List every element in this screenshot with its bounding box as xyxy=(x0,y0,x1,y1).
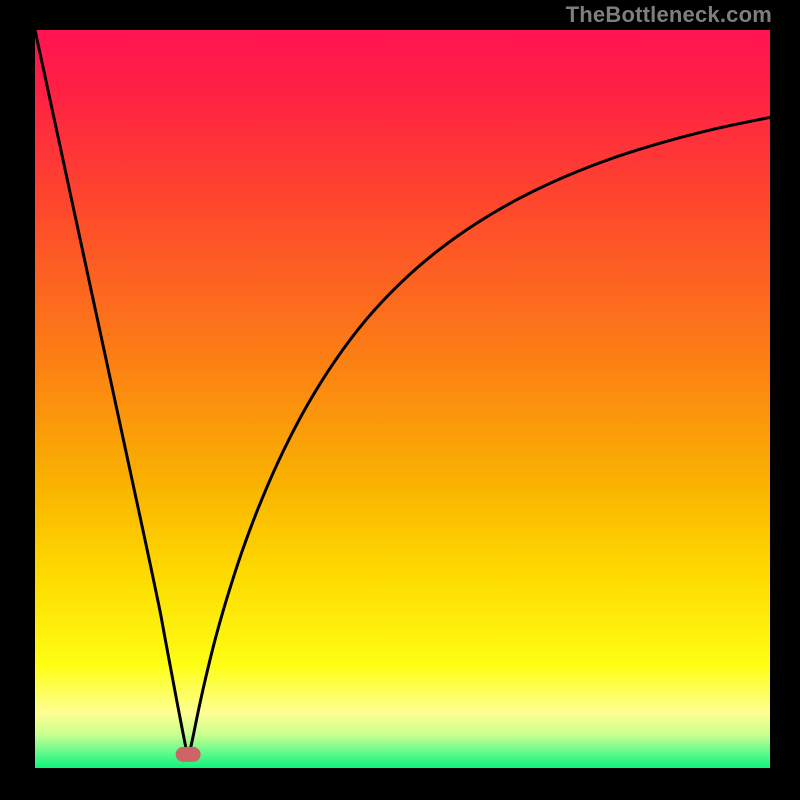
curve-left xyxy=(35,30,188,759)
curve-overlay xyxy=(0,0,800,800)
min-marker xyxy=(176,747,200,761)
stage: TheBottleneck.com xyxy=(0,0,800,800)
curve-right xyxy=(188,117,770,759)
